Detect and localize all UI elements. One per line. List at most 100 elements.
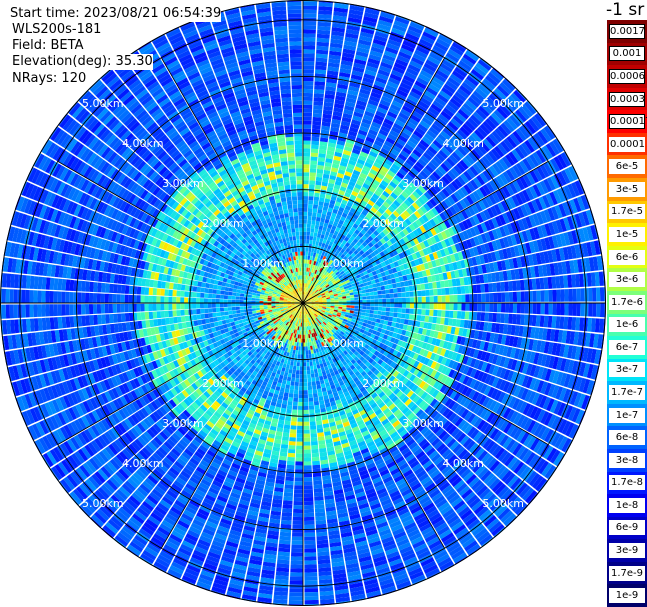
range-bin: [396, 171, 405, 180]
range-bin: [331, 167, 339, 173]
range-bin: [358, 92, 370, 100]
range-bin: [528, 515, 542, 529]
range-bin: [319, 263, 323, 268]
range-bin: [331, 279, 337, 284]
range-bin: [492, 177, 502, 189]
range-bin: [371, 121, 382, 129]
range-bin: [326, 78, 338, 84]
range-bin: [395, 185, 404, 194]
range-bin: [435, 117, 447, 127]
range-bin: [309, 184, 315, 189]
range-bin: [398, 153, 408, 162]
range-bin: [408, 136, 419, 146]
range-bin: [364, 140, 374, 147]
range-bin: [309, 168, 317, 173]
range-bin: [437, 165, 447, 175]
range-bin: [372, 287, 378, 292]
range-bin: [323, 235, 329, 240]
range-bin: [343, 40, 357, 47]
range-bin: [303, 421, 310, 426]
range-bin: [443, 23, 459, 35]
range-bin: [419, 170, 429, 179]
range-bin: [303, 409, 309, 414]
range-bin: [303, 192, 309, 197]
range-bin: [314, 408, 321, 414]
range-bin: [566, 459, 578, 475]
range-bin: [553, 491, 566, 507]
range-bin: [362, 303, 367, 306]
range-bin: [361, 118, 372, 125]
range-bin: [389, 244, 396, 251]
range-bin: [307, 293, 310, 297]
range-bin: [361, 235, 368, 241]
range-bin: [506, 117, 518, 130]
range-bin: [570, 146, 582, 162]
range-bin: [485, 118, 497, 130]
range-bin: [467, 117, 479, 129]
range-bin: [314, 279, 318, 283]
range-bin: [329, 199, 336, 205]
range-bin: [479, 172, 489, 184]
range-bin: [596, 287, 601, 302]
range-bin: [303, 366, 307, 371]
range-bin: [536, 290, 541, 302]
range-bin: [314, 404, 320, 410]
range-bin: [466, 181, 476, 192]
range-bin: [482, 138, 494, 150]
range-bin: [372, 203, 380, 211]
range-bin: [425, 59, 439, 69]
range-bin: [394, 254, 401, 261]
range-bin: [296, 433, 303, 438]
range-bin: [332, 15, 347, 21]
range-bin: [353, 311, 358, 315]
range-bin: [365, 292, 370, 296]
range-bin: [303, 429, 310, 434]
range-bin: [357, 308, 363, 312]
range-bin: [370, 182, 378, 190]
range-bin: [524, 120, 537, 134]
range-bin: [400, 286, 406, 293]
range-bin: [310, 224, 315, 229]
range-bin: [494, 145, 505, 158]
range-bin: [404, 71, 417, 80]
range-bin: [409, 182, 418, 191]
range-bin: [308, 284, 311, 289]
range-bin: [312, 208, 318, 213]
range-bin: [360, 200, 368, 207]
range-bin: [378, 15, 394, 24]
range-bin: [312, 124, 321, 130]
range-bin: [331, 27, 345, 33]
range-bin: [448, 138, 460, 148]
range-bin: [315, 241, 320, 246]
range-bin: [335, 277, 340, 282]
range-bin: [502, 171, 512, 183]
range-bin: [467, 96, 480, 108]
range-bin: [306, 275, 309, 280]
range-bin: [447, 170, 457, 180]
range-bin: [393, 96, 405, 105]
range-bin: [342, 245, 348, 251]
range-bin: [421, 296, 426, 303]
range-bin: [393, 62, 407, 71]
range-bin: [344, 236, 350, 242]
range-bin: [402, 228, 409, 236]
range-bin: [303, 25, 317, 30]
range-bin: [372, 117, 383, 126]
range-bin: [389, 312, 394, 317]
range-bin: [491, 192, 501, 203]
range-bin: [316, 275, 321, 280]
range-bin: [304, 330, 307, 335]
range-bin: [465, 154, 475, 165]
range-bin: [335, 249, 340, 255]
range-bin: [303, 259, 306, 264]
range-bin: [552, 98, 565, 113]
range-bin: [306, 235, 310, 240]
range-bin: [367, 0, 383, 4]
range-bin: [356, 246, 362, 253]
range-bin: [443, 143, 454, 154]
range-bin: [387, 133, 398, 142]
range-bin: [557, 154, 568, 169]
range-bin: [414, 145, 425, 155]
range-bin: [348, 250, 354, 256]
range-bin: [506, 541, 521, 555]
